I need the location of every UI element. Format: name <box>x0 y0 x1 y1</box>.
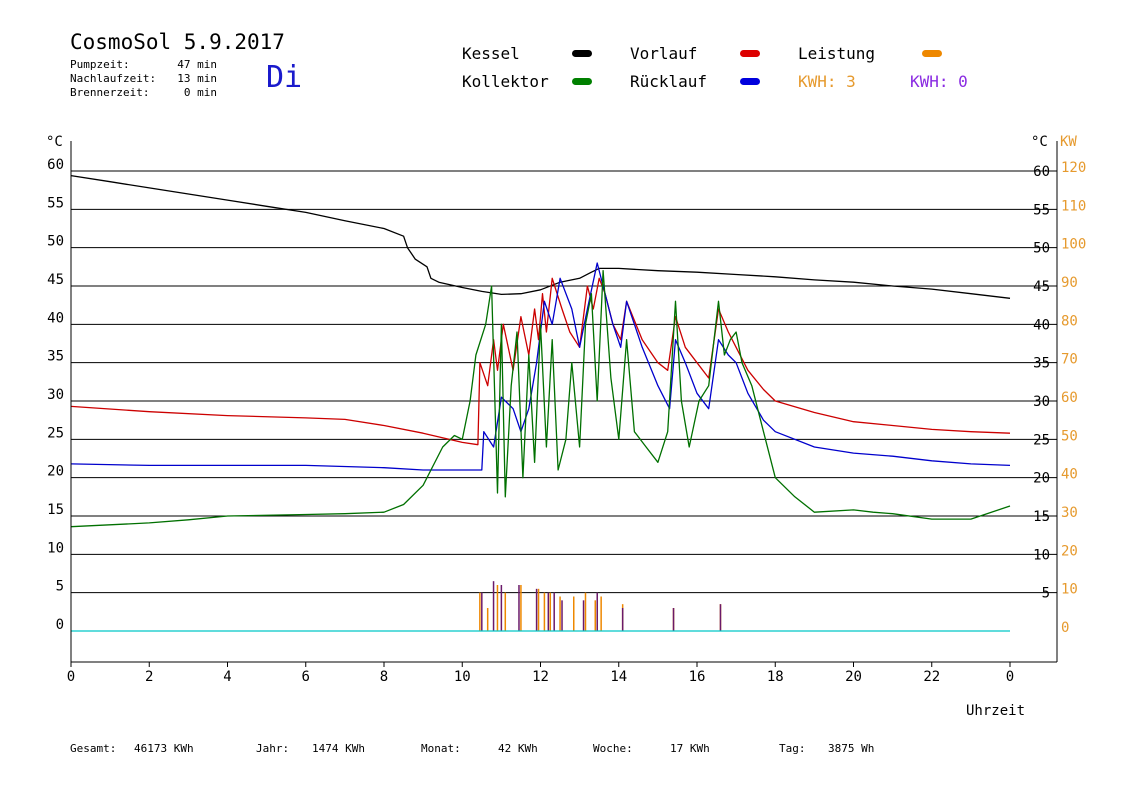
y-tick-right-power-0: 0 <box>1061 620 1069 636</box>
y-tick-left-45: 45 <box>47 272 64 288</box>
summary-label-tag: Tag: <box>779 742 806 755</box>
x-tick-label-8: 16 <box>689 669 706 685</box>
summary-label-gesamt: Gesamt: <box>70 742 117 755</box>
summary-value-tag: 3875 Wh <box>828 742 875 755</box>
stat-value-brennerzeit: 0 min <box>183 86 217 99</box>
y-tick-left-50: 50 <box>47 234 64 250</box>
series-line-vorlauf <box>70 277 1011 446</box>
x-tick-label-12: 0 <box>1006 669 1014 685</box>
stat-label-pumpzeit: Pumpzeit: <box>70 58 130 71</box>
y-tick-left-30: 30 <box>47 387 64 403</box>
y-tick-left-35: 35 <box>47 349 64 365</box>
legend-swatch-kollektor <box>572 78 592 85</box>
y-tick-right-temp-25: 25 <box>1033 432 1050 448</box>
y-tick-right-power-10: 10 <box>1061 582 1078 598</box>
y-tick-left-10: 10 <box>47 540 64 556</box>
legend-swatch-kessel <box>572 50 592 57</box>
y-tick-right-power-50: 50 <box>1061 428 1078 444</box>
legend-label-kollektor: Kollektor <box>462 72 549 91</box>
y-tick-right-power-90: 90 <box>1061 275 1078 291</box>
y-tick-right-temp-55: 55 <box>1033 202 1050 218</box>
stat-value-nachlaufzeit: 13 min <box>177 72 217 85</box>
y-tick-left-40: 40 <box>47 310 64 326</box>
y-tick-right-temp-10: 10 <box>1033 547 1050 563</box>
y-tick-left-55: 55 <box>47 195 64 211</box>
x-tick-label-7: 14 <box>610 669 627 685</box>
y-tick-right-temp-60: 60 <box>1033 164 1050 180</box>
x-tick-label-5: 10 <box>454 669 471 685</box>
legend-label-vorlauf: Vorlauf <box>630 44 698 63</box>
y-tick-right-power-30: 30 <box>1061 505 1078 521</box>
y-tick-right-temp-50: 50 <box>1033 241 1050 257</box>
summary-label-woche: Woche: <box>593 742 633 755</box>
y-tick-right-temp-15: 15 <box>1033 509 1050 525</box>
y-tick-left-25: 25 <box>47 425 64 441</box>
y-tick-right-temp-35: 35 <box>1033 356 1050 372</box>
x-tick-label-2: 4 <box>223 669 231 685</box>
legend-label-kessel: Kessel <box>462 44 520 63</box>
summary-value-monat: 42 KWh <box>498 742 538 755</box>
y-tick-right-power-60: 60 <box>1061 390 1078 406</box>
y-tick-right-power-110: 110 <box>1061 198 1086 214</box>
chart-title: CosmoSol 5.9.2017 <box>70 30 285 54</box>
x-tick-label-0: 0 <box>67 669 75 685</box>
summary-value-jahr: 1474 KWh <box>312 742 365 755</box>
x-tick-label-10: 20 <box>845 669 862 685</box>
series-line-kessel <box>70 174 1011 299</box>
legend-swatch-leistung <box>922 50 942 57</box>
legend-label-leistung: Leistung <box>798 44 876 63</box>
y-tick-left-20: 20 <box>47 464 64 480</box>
y-tick-right-temp-30: 30 <box>1033 394 1050 410</box>
y-axis-right-power-unit: KW <box>1060 134 1077 150</box>
x-tick-label-6: 12 <box>532 669 549 685</box>
y-tick-right-power-80: 80 <box>1061 313 1078 329</box>
weekday-label: Di <box>266 60 303 95</box>
x-tick-label-11: 22 <box>923 669 940 685</box>
y-tick-right-temp-20: 20 <box>1033 471 1050 487</box>
y-tick-right-power-40: 40 <box>1061 467 1078 483</box>
summary-value-gesamt: 46173 KWh <box>134 742 194 755</box>
y-tick-right-temp-5: 5 <box>1042 586 1050 602</box>
legend-swatch-vorlauf <box>740 50 760 57</box>
y-tick-right-power-20: 20 <box>1061 543 1078 559</box>
stat-label-brennerzeit: Brennerzeit: <box>70 86 150 99</box>
kwh-leistung-readout: KWH: 3 <box>798 72 856 91</box>
stat-value-pumpzeit: 47 min <box>177 58 217 71</box>
y-axis-right-temp-unit: °C <box>1031 134 1048 150</box>
kwh-secondary-readout: KWH: 0 <box>910 72 968 91</box>
legend-swatch-ruecklauf <box>740 78 760 85</box>
x-tick-label-4: 8 <box>380 669 388 685</box>
y-tick-left-60: 60 <box>47 157 64 173</box>
y-tick-right-power-70: 70 <box>1061 352 1078 368</box>
x-axis-label: Uhrzeit <box>966 703 1025 719</box>
y-tick-left-0: 0 <box>56 617 64 633</box>
y-tick-right-power-100: 100 <box>1061 237 1086 253</box>
summary-label-monat: Monat: <box>421 742 461 755</box>
x-tick-label-3: 6 <box>302 669 310 685</box>
x-tick-label-1: 2 <box>145 669 153 685</box>
series-line-kollektor <box>70 270 1011 528</box>
y-axis-left-unit: °C <box>46 134 63 150</box>
x-tick-label-9: 18 <box>767 669 784 685</box>
stat-label-nachlaufzeit: Nachlaufzeit: <box>70 72 157 85</box>
summary-value-woche: 17 KWh <box>670 742 710 755</box>
y-tick-right-temp-45: 45 <box>1033 279 1050 295</box>
y-tick-right-temp-40: 40 <box>1033 317 1050 333</box>
summary-label-jahr: Jahr: <box>256 742 290 755</box>
y-tick-left-15: 15 <box>47 502 64 518</box>
y-tick-right-power-120: 120 <box>1061 160 1086 176</box>
y-tick-left-5: 5 <box>56 579 64 595</box>
legend-label-ruecklauf: Rücklauf <box>630 72 708 91</box>
